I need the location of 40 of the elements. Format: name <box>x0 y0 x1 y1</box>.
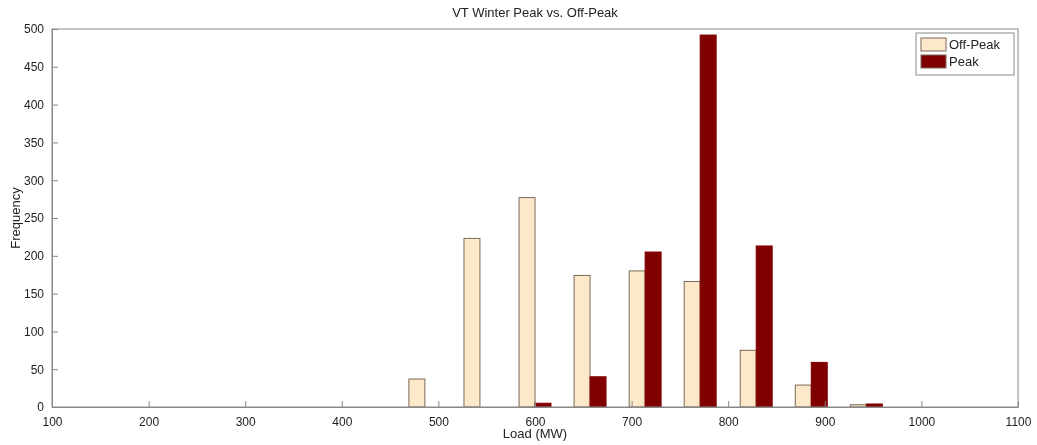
x-tick-label: 1100 <box>1005 414 1032 429</box>
bar <box>408 378 426 408</box>
x-tick-label: 700 <box>622 414 643 429</box>
y-tick-label: 500 <box>23 22 45 37</box>
x-tick-label: 800 <box>718 414 740 429</box>
x-tick-label: 100 <box>42 414 63 429</box>
y-tick-label: 200 <box>23 249 45 264</box>
bar <box>644 251 662 408</box>
y-tick-label: 350 <box>23 135 45 150</box>
x-tick-label: 300 <box>235 414 257 429</box>
bar <box>739 349 757 408</box>
bar <box>518 197 536 408</box>
bar <box>699 34 717 408</box>
x-axis-title: Load (MW) <box>502 426 568 441</box>
bar <box>589 376 607 408</box>
x-tick-label: 600 <box>525 414 546 429</box>
bar <box>794 384 812 408</box>
y-tick-label: 150 <box>23 286 45 301</box>
y-tick-label: 100 <box>23 324 45 339</box>
x-tick-label: 200 <box>139 414 160 429</box>
y-tick-label: 0 <box>37 400 45 415</box>
x-tick-label: 900 <box>815 414 836 429</box>
bar <box>628 270 646 408</box>
bar <box>463 237 481 408</box>
legend-label: Peak <box>949 54 980 69</box>
y-tick-label: 250 <box>23 211 45 226</box>
legend-label: Off-Peak <box>949 37 1001 52</box>
y-tick-label: 400 <box>23 97 45 112</box>
x-tick-label: 500 <box>428 414 450 429</box>
y-axis-title: Frequency <box>8 186 23 249</box>
bar <box>810 361 828 408</box>
y-tick-label: 50 <box>30 362 45 377</box>
bar <box>683 281 701 408</box>
bar <box>573 274 591 408</box>
x-tick-label: 400 <box>332 414 353 429</box>
y-tick-label: 450 <box>23 60 45 75</box>
bar <box>755 245 773 408</box>
x-tick-label: 1000 <box>908 414 936 429</box>
chart-title: VT Winter Peak vs. Off-Peak <box>452 5 619 20</box>
y-tick-label: 300 <box>23 173 45 188</box>
